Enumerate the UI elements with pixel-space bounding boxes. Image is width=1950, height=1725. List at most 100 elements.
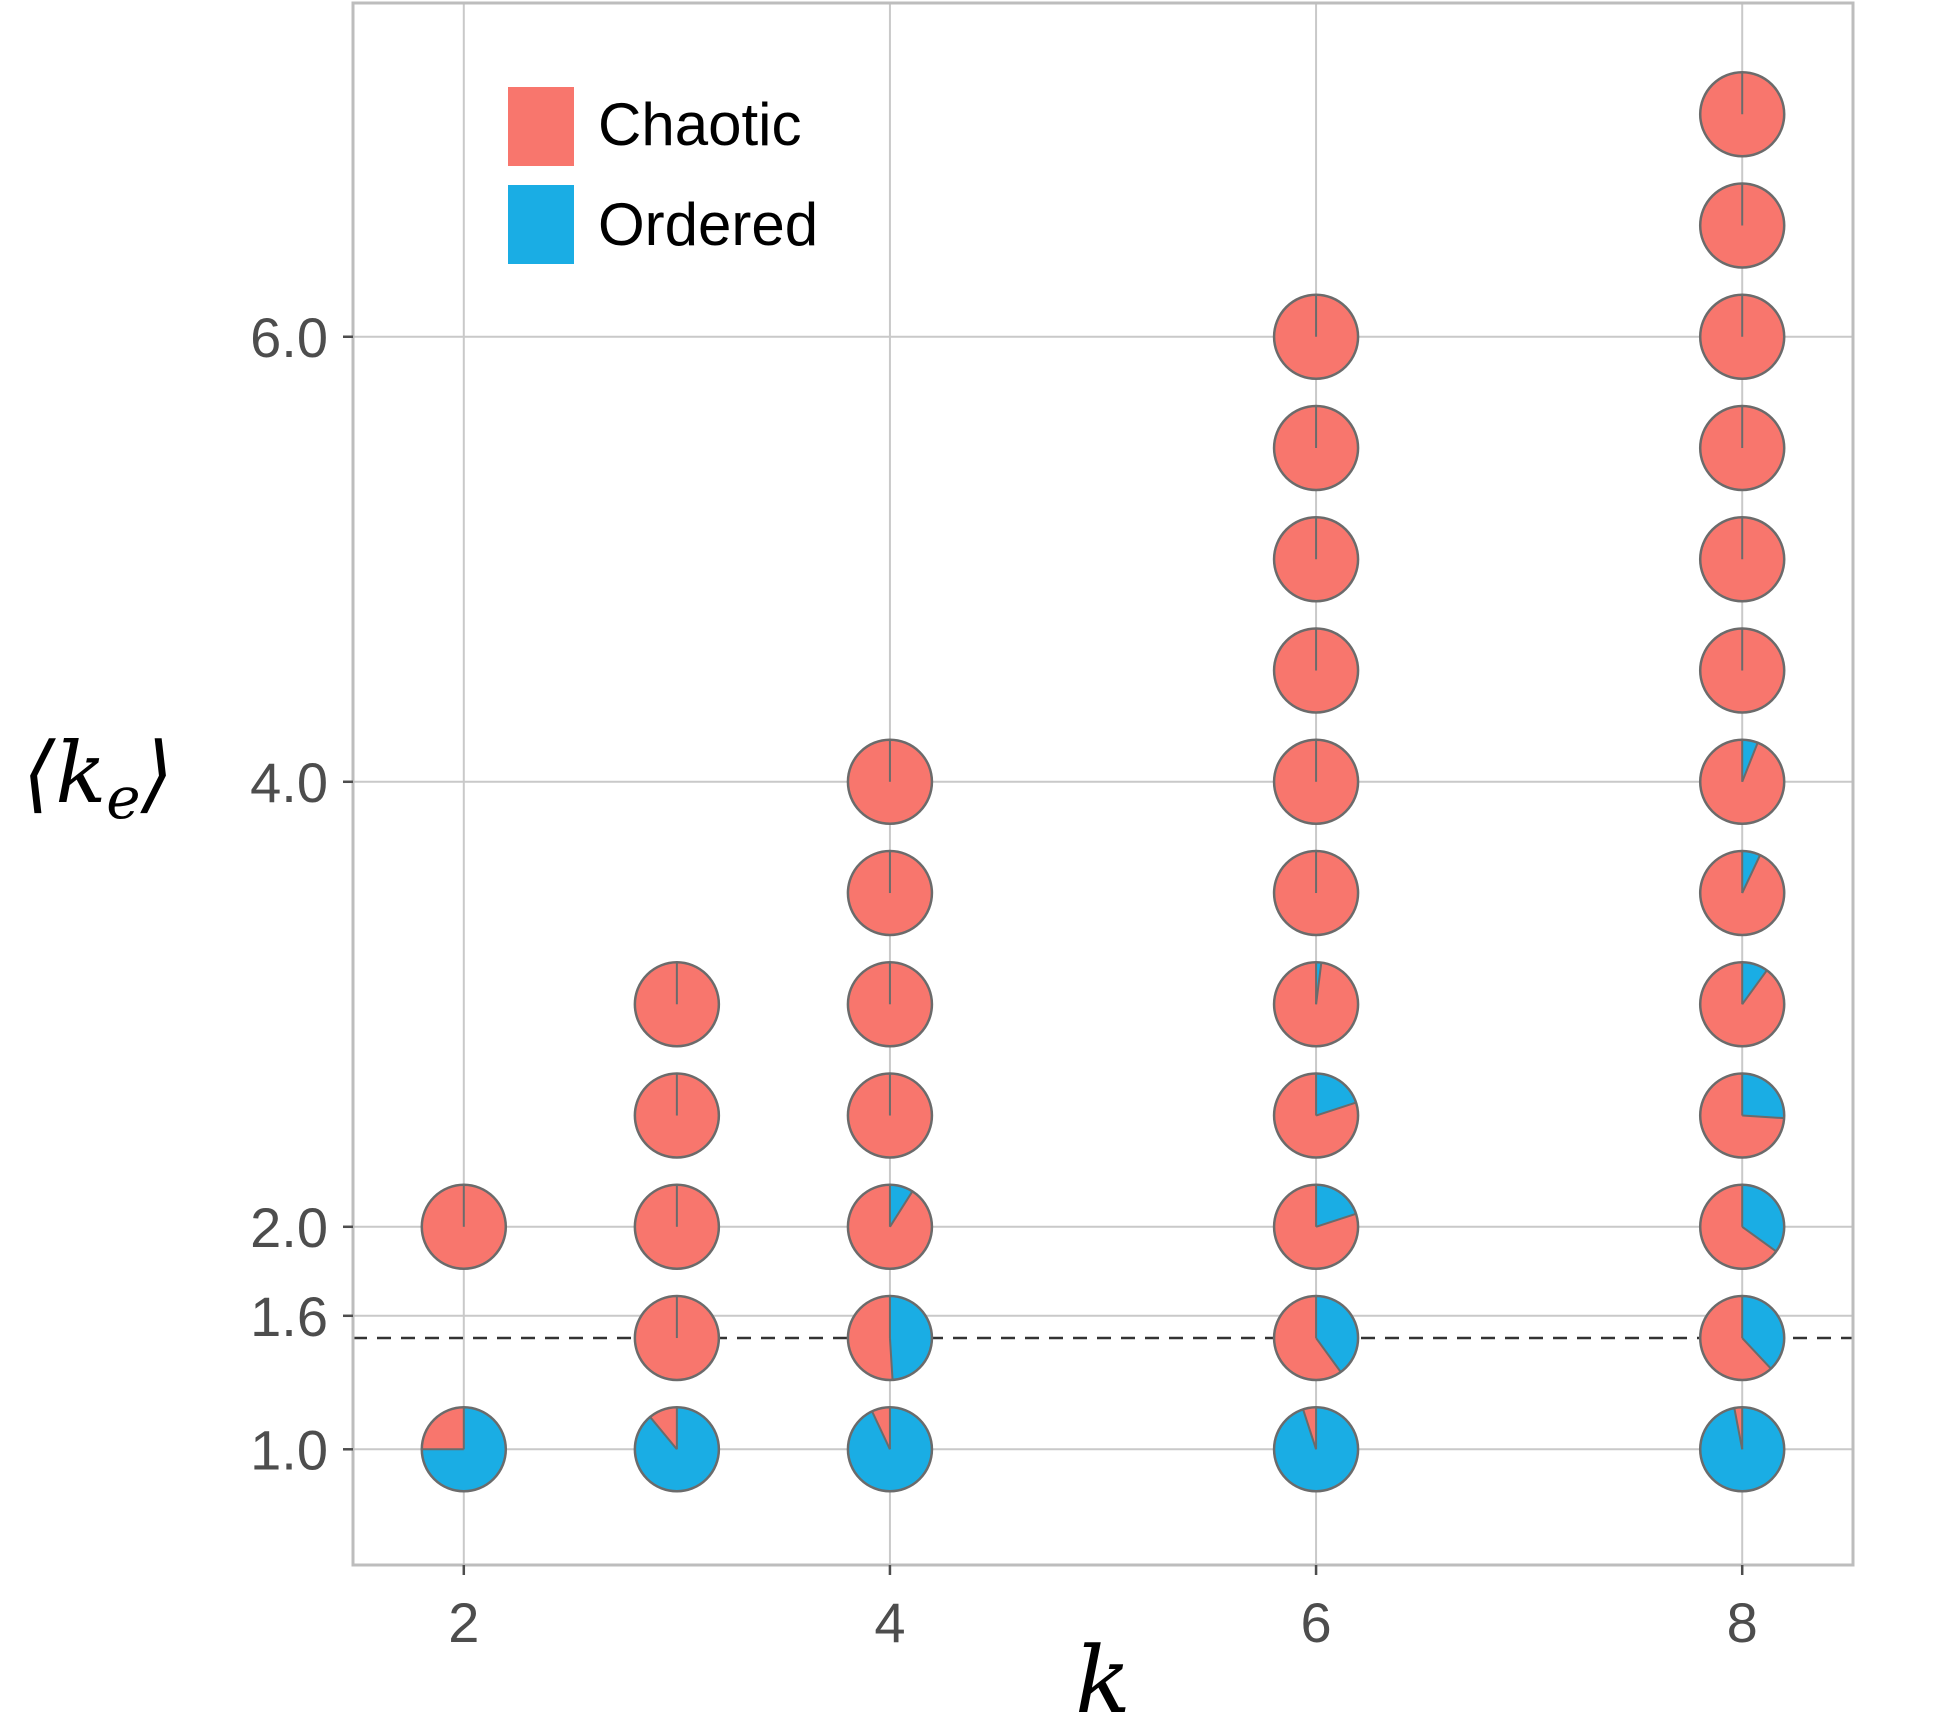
pie-slice-chaotic — [421, 1407, 464, 1450]
legend-swatch-ordered — [508, 185, 574, 264]
pie-outline — [1698, 404, 1786, 492]
y-axis-ticks: 1.0 1.6 2.0 4.0 6.0 — [250, 306, 353, 1481]
pie-slice-divider — [1315, 1101, 1357, 1117]
pie-marker — [633, 1183, 721, 1271]
pie-slice-ordered — [1742, 1296, 1785, 1369]
pie-slice-divider — [1315, 1337, 1342, 1373]
y-tick-label: 2.0 — [250, 1196, 328, 1259]
pie-outline — [1698, 182, 1786, 269]
pie-outline — [846, 1072, 934, 1159]
pie-outline — [1698, 738, 1786, 826]
y-axis-title-main: ⟨k — [23, 724, 107, 822]
pie-outline — [633, 1072, 721, 1159]
pie-slice-divider — [1741, 742, 1759, 783]
pie-marker — [846, 1183, 934, 1271]
pie-outline — [846, 849, 934, 937]
pie-outline — [633, 961, 721, 1048]
y-axis-title: ⟨ke⟩ — [23, 724, 174, 832]
pie-marker — [846, 1406, 934, 1493]
pie-outline — [420, 1183, 508, 1271]
pie-slice-divider — [1741, 1225, 1777, 1253]
pie-marker — [633, 1294, 721, 1382]
y-axis-title-subscript: e — [106, 764, 140, 832]
pie-marker — [1272, 961, 1360, 1048]
pie-slice-divider — [888, 1337, 894, 1381]
pie-outline — [1698, 71, 1786, 158]
pie-slice-divider — [1302, 1409, 1318, 1450]
pie-marker — [420, 1406, 508, 1493]
pie-outline — [1698, 516, 1786, 603]
pie-outline — [846, 961, 934, 1048]
y-axis-title-close: ⟩ — [140, 724, 174, 822]
legend-swatch-chaotic — [508, 87, 574, 166]
pie-marker — [1698, 738, 1786, 826]
pie-slice-ordered — [1742, 1184, 1785, 1252]
pie-outline — [1272, 404, 1360, 492]
pie-slice-divider — [1741, 969, 1768, 1005]
y-tick-label: 6.0 — [250, 306, 328, 369]
pie-marker — [1272, 1072, 1360, 1159]
pie-outline — [1698, 849, 1786, 937]
pie-marker — [1272, 1183, 1360, 1271]
pie-slice-chaotic — [1700, 962, 1785, 1047]
pie-slice-chaotic — [1700, 1296, 1771, 1381]
pie-markers — [420, 71, 1786, 1493]
pie-marker — [420, 1183, 508, 1271]
pie-slice-chaotic — [1700, 72, 1785, 157]
pie-marker — [1272, 293, 1360, 381]
pie-outline — [1698, 293, 1786, 381]
pie-marker — [1272, 1406, 1360, 1493]
pie-marker — [1272, 627, 1360, 714]
grid-lines — [353, 3, 1853, 1565]
pie-slice-chaotic — [847, 1296, 893, 1381]
pie-outline — [1272, 961, 1360, 1048]
pie-marker — [1698, 1294, 1786, 1382]
pie-outline — [1272, 738, 1360, 826]
pie-outline — [633, 1406, 721, 1493]
pie-marker — [1698, 516, 1786, 603]
pie-outline — [846, 738, 934, 826]
pie-marker — [1698, 293, 1786, 381]
x-axis-ticks: 2 4 6 8 — [448, 1565, 1758, 1654]
pie-outline — [420, 1406, 508, 1493]
pie-outline — [1698, 1294, 1786, 1382]
x-axis-title: k — [1075, 1627, 1131, 1725]
plot-panel-border — [351, 1, 1855, 1567]
pie-slice-divider — [889, 1190, 914, 1228]
pie-marker — [1698, 404, 1786, 492]
pie-outline — [1272, 627, 1360, 714]
pie-outline — [1272, 516, 1360, 603]
pie-slice-divider — [1741, 1337, 1772, 1370]
x-tick-label: 4 — [874, 1591, 905, 1654]
pie-slice-chaotic — [650, 1407, 677, 1450]
pie-marker — [846, 1072, 934, 1159]
pie-marker — [1698, 961, 1786, 1048]
pie-outline — [633, 1294, 721, 1382]
pie-marker — [1698, 71, 1786, 158]
pie-outline — [846, 1406, 934, 1493]
pie-slice-ordered — [1742, 1073, 1785, 1119]
x-tick-label: 2 — [448, 1591, 479, 1654]
pie-marker — [846, 849, 934, 937]
pie-marker — [846, 961, 934, 1048]
y-tick-label: 1.0 — [250, 1418, 328, 1481]
pie-slice-divider — [1742, 1114, 1785, 1120]
pie-outline — [1272, 1183, 1360, 1271]
pie-outline — [1272, 293, 1360, 381]
pie-marker — [1698, 182, 1786, 269]
pie-outline — [1698, 1072, 1786, 1159]
pie-slice-divider — [871, 1410, 891, 1450]
y-tick-label: 1.6 — [250, 1285, 328, 1348]
svg-text:⟨ke⟩: ⟨ke⟩ — [23, 724, 174, 832]
pie-marker — [1698, 1072, 1786, 1159]
pie-marker — [1698, 1183, 1786, 1271]
pie-slice-ordered — [889, 1296, 932, 1380]
pie-outline — [633, 1183, 721, 1271]
pie-outline — [846, 1294, 934, 1382]
pie-marker — [633, 1406, 721, 1493]
pie-outline — [1272, 1406, 1360, 1493]
pie-slice-ordered — [1316, 1296, 1359, 1373]
pie-slice-divider — [649, 1416, 678, 1450]
pie-slice-chaotic — [1274, 962, 1359, 1047]
pie-slice-chaotic — [1700, 1184, 1777, 1269]
